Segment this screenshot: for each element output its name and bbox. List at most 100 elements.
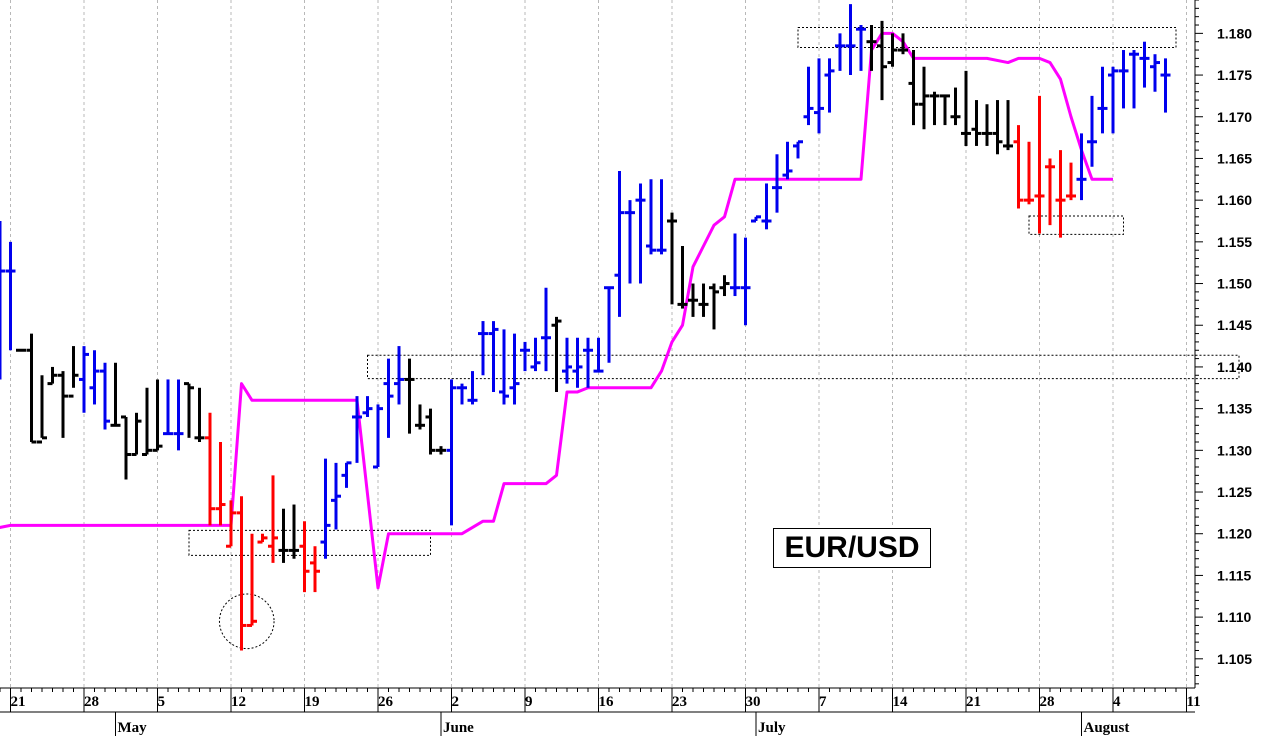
ohlc-bar	[415, 404, 425, 430]
ohlc-bar	[1066, 162, 1076, 201]
ohlc-bar	[1055, 150, 1066, 238]
y-tick-label: 1.150	[1217, 276, 1252, 292]
ohlc-bar	[110, 362, 121, 427]
y-tick-label: 1.165	[1217, 150, 1252, 166]
ohlc-bar	[194, 387, 205, 442]
x-tick-label: 2	[452, 694, 460, 710]
annotation-circle	[218, 593, 275, 650]
ohlc-bar	[320, 458, 331, 559]
ohlc-bar	[1076, 133, 1087, 201]
ohlc-bar	[803, 66, 814, 126]
month-label: May	[118, 720, 148, 736]
ohlc-bar	[268, 475, 278, 563]
ohlc-bar	[898, 33, 908, 55]
ohlc-bar	[751, 215, 761, 223]
ohlc-bar	[982, 104, 992, 146]
ohlc-bar	[0, 220, 5, 380]
x-tick-label: 28	[84, 694, 99, 710]
ohlc-bar	[929, 91, 940, 126]
ohlc-bar	[163, 379, 173, 436]
ohlc-bar	[593, 337, 604, 373]
ohlc-bar	[562, 337, 572, 384]
ohlc-bar	[404, 358, 415, 434]
ohlc-bar	[1150, 54, 1160, 92]
ohlc-bar	[236, 496, 247, 651]
ohlc-bar	[352, 396, 362, 463]
ohlc-bar	[656, 179, 667, 255]
y-tick-label: 1.155	[1217, 234, 1252, 250]
ohlc-bar	[142, 387, 152, 456]
ohlc-bar	[457, 383, 467, 405]
ohlc-bar	[47, 366, 58, 386]
ohlc-bar	[887, 33, 898, 67]
price-bars	[0, 4, 1171, 651]
ohlc-bar	[635, 183, 646, 284]
ohlc-bar	[772, 154, 782, 213]
annotation-layer	[188, 27, 1240, 650]
x-tick-label: 16	[599, 694, 615, 710]
ohlc-bar	[58, 371, 68, 438]
ohlc-bar	[782, 141, 793, 180]
ohlc-bar	[698, 283, 709, 317]
y-tick-label: 1.115	[1217, 567, 1251, 583]
ohlc-bar	[730, 233, 740, 297]
ohlc-bar	[37, 375, 47, 444]
ohlc-bar	[709, 283, 719, 330]
ohlc-bar	[121, 415, 131, 480]
ohlc-bar	[436, 446, 446, 455]
ohlc-bar	[383, 358, 394, 438]
ohlc-bar	[551, 316, 562, 392]
ohlc-bar	[541, 287, 551, 372]
x-tick-label: 26	[378, 694, 394, 710]
ohlc-bar	[919, 66, 929, 130]
ohlc-bar	[866, 25, 877, 71]
ohlc-bar	[131, 412, 142, 456]
ohlc-bar	[1129, 50, 1139, 109]
ohlc-bar	[362, 396, 373, 417]
ohlc-bar	[373, 404, 383, 469]
ohlc-bar	[667, 212, 677, 305]
ohlc-bar	[877, 20, 887, 101]
ohlc-bar	[1024, 141, 1034, 205]
x-tick-label: 11	[1187, 694, 1201, 710]
annotation-box	[367, 354, 1240, 380]
ohlc-bar	[1045, 158, 1055, 226]
x-tick-label: 30	[746, 694, 761, 710]
ohlc-bar	[152, 379, 163, 452]
x-tick-label: 19	[305, 694, 320, 710]
ohlc-bar	[247, 533, 257, 627]
ohlc-bar	[257, 533, 268, 544]
ohlc-bar	[1003, 100, 1013, 151]
ohlc-bar	[1118, 50, 1129, 109]
annotation-box	[1028, 215, 1124, 235]
x-tick-label: 7	[819, 694, 827, 710]
y-tick-label: 1.175	[1217, 67, 1252, 83]
ohlc-bar	[1097, 66, 1108, 134]
ohlc-bar	[341, 461, 352, 488]
ohlc-bar	[940, 94, 950, 126]
ohlc-bar	[625, 200, 635, 284]
ohlc-bar	[950, 87, 961, 126]
ohlc-bar	[478, 321, 488, 376]
ohlc-bar	[299, 521, 310, 593]
ohlc-bar	[425, 408, 436, 455]
ohlc-bar	[1034, 95, 1045, 234]
ohlc-bar	[856, 25, 866, 71]
x-tick-label: 12	[231, 694, 246, 710]
ohlc-bar	[1160, 58, 1171, 113]
ohlc-bar	[677, 246, 688, 309]
annotation-box	[188, 529, 431, 556]
stop-line-layer	[0, 31, 1113, 590]
ohlc-bar	[215, 441, 226, 526]
ohlc-bar	[761, 183, 772, 230]
ohlc-bar	[520, 341, 530, 372]
ohlc-bar	[604, 286, 614, 363]
ohlc-bar	[1139, 41, 1150, 88]
y-tick-label: 1.120	[1217, 526, 1252, 542]
x-tick-label: 28	[1040, 694, 1055, 710]
ohlc-bar	[26, 333, 37, 444]
annotation-box	[797, 27, 1177, 49]
y-tick-label: 1.145	[1217, 317, 1252, 333]
ohlc-bar	[331, 462, 341, 530]
y-tick-label: 1.180	[1217, 25, 1252, 41]
